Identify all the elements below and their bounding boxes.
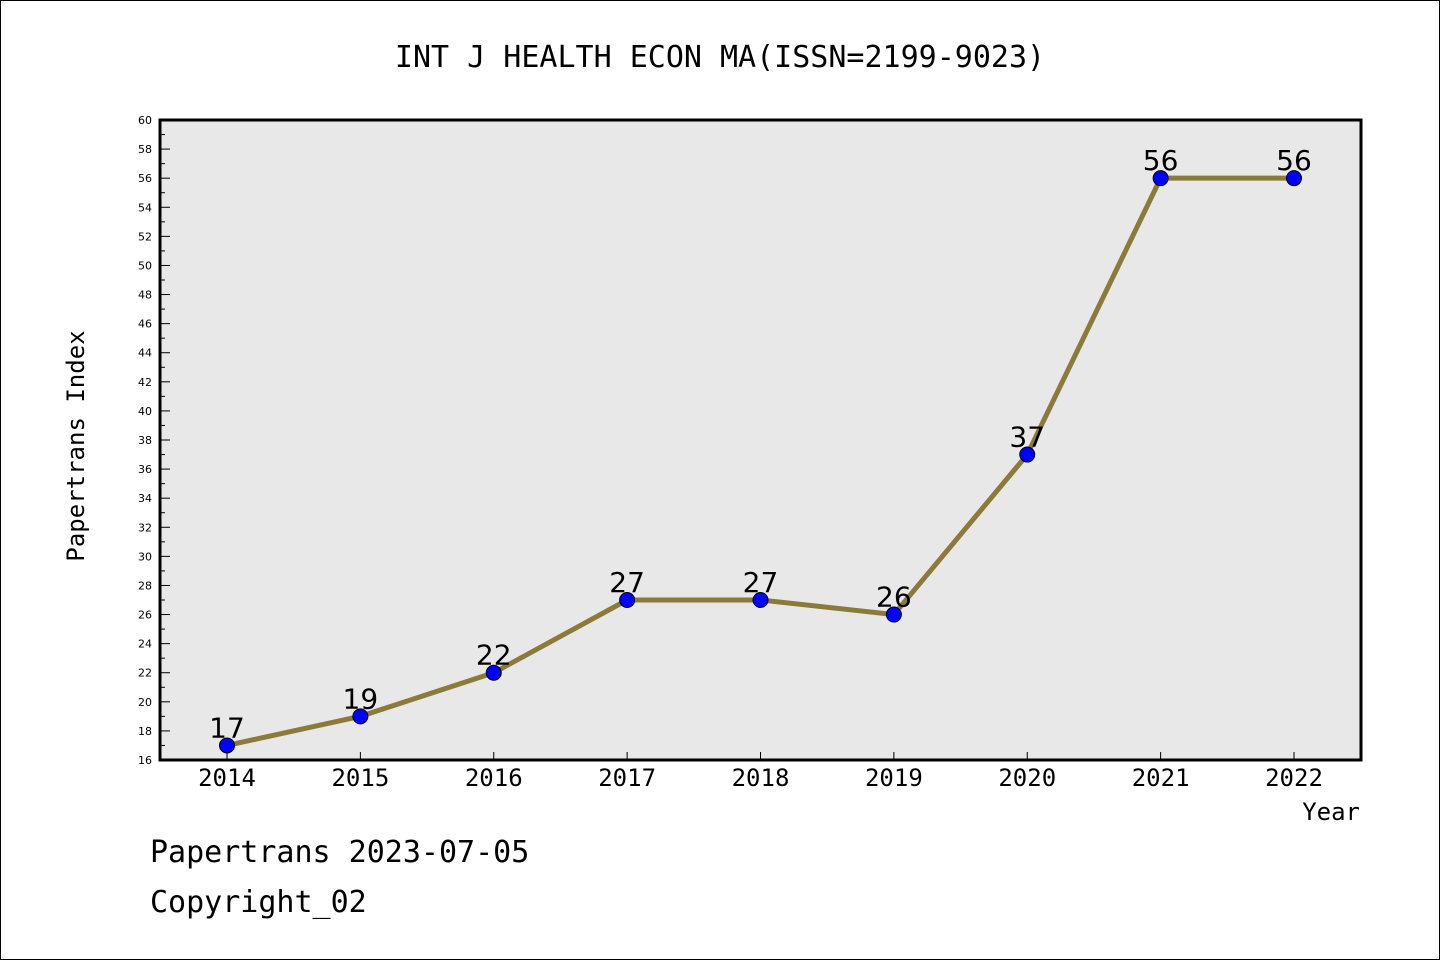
- data-labels-group: 17 19 22 27 27 26 37 56 56: [209, 144, 1312, 744]
- y-tick-label: 52: [138, 230, 152, 243]
- markers-group: [219, 170, 1302, 754]
- footer-copyright: Copyright_02: [150, 885, 367, 920]
- data-label: 27: [743, 566, 779, 599]
- y-tick-label: 16: [138, 754, 152, 767]
- y-tick-label: 42: [138, 376, 152, 389]
- y-axis-label: Papertrans Index: [62, 330, 90, 561]
- plot-area: [158, 118, 1363, 762]
- y-tick-label: 36: [138, 463, 152, 476]
- y-tick-label: 50: [138, 259, 152, 272]
- series-line-segment: [491, 597, 630, 676]
- x-tick-label: 2016: [465, 764, 523, 792]
- data-point: [1286, 170, 1302, 187]
- y-tick-label: 34: [138, 492, 152, 505]
- y-tick-label: 30: [138, 550, 152, 563]
- y-tick-label: 28: [138, 579, 152, 592]
- x-axis: 2014 2015 2016 2017 2018 2019 2020 2021 2022: [198, 752, 1323, 792]
- data-label: 17: [209, 711, 245, 744]
- y-tick-label: 44: [138, 347, 152, 360]
- x-tick-label: 2014: [198, 764, 256, 792]
- y-tick-label: 58: [138, 143, 152, 156]
- x-tick-label: 2018: [732, 764, 790, 792]
- series-line-segment: [357, 670, 497, 719]
- x-tick-label: 2017: [598, 764, 656, 792]
- data-point: [219, 737, 235, 754]
- data-point: [485, 664, 502, 681]
- y-tick-label: 22: [138, 667, 152, 680]
- y-tick-label: 54: [138, 201, 152, 214]
- footer-date: Papertrans 2023-07-05: [150, 835, 530, 870]
- y-tick-label: 46: [138, 318, 152, 331]
- chart-title: INT J HEALTH ECON MA(ISSN=2199-9023): [395, 40, 1045, 75]
- data-label: 19: [343, 682, 379, 715]
- y-tick-label: 60: [138, 114, 152, 127]
- data-point: [352, 708, 369, 725]
- series-line-segment: [1024, 175, 1164, 458]
- y-tick-label: 56: [138, 172, 152, 185]
- y-tick-label: 18: [138, 725, 152, 738]
- y-tick-label: 32: [138, 521, 152, 534]
- series-line-segment: [891, 452, 1030, 618]
- x-tick-label: 2022: [1265, 764, 1323, 792]
- y-tick-label: 26: [138, 609, 152, 622]
- series-line-segment: [224, 713, 363, 748]
- x-tick-label: 2020: [998, 764, 1056, 792]
- data-label: 22: [476, 639, 512, 672]
- data-label: 56: [1276, 144, 1312, 177]
- y-tick-label: 48: [138, 289, 152, 302]
- x-tick-label: 2015: [331, 764, 389, 792]
- data-point: [885, 606, 902, 623]
- data-label: 27: [609, 566, 645, 599]
- x-tick-label: 2019: [865, 764, 923, 792]
- x-tick-label: 2021: [1132, 764, 1190, 792]
- data-label: 37: [1009, 421, 1045, 454]
- data-point: [1019, 446, 1036, 463]
- data-point: [1152, 170, 1169, 187]
- y-axis: 16 18 20 22 24 26 28 30 32 34 36 38 40 42 44 46 48 50 52 54…: [138, 114, 170, 767]
- series-group: [224, 175, 1297, 748]
- y-tick-label: 40: [138, 405, 152, 418]
- x-axis-label: Year: [1302, 798, 1360, 826]
- data-point: [619, 592, 636, 608]
- data-point: [752, 592, 769, 608]
- y-tick-label: 24: [138, 638, 152, 651]
- data-label: 56: [1143, 144, 1179, 177]
- y-tick-label: 20: [138, 696, 152, 709]
- data-label: 26: [876, 581, 912, 614]
- series-line-segment: [758, 597, 897, 618]
- y-tick-label: 38: [138, 434, 152, 447]
